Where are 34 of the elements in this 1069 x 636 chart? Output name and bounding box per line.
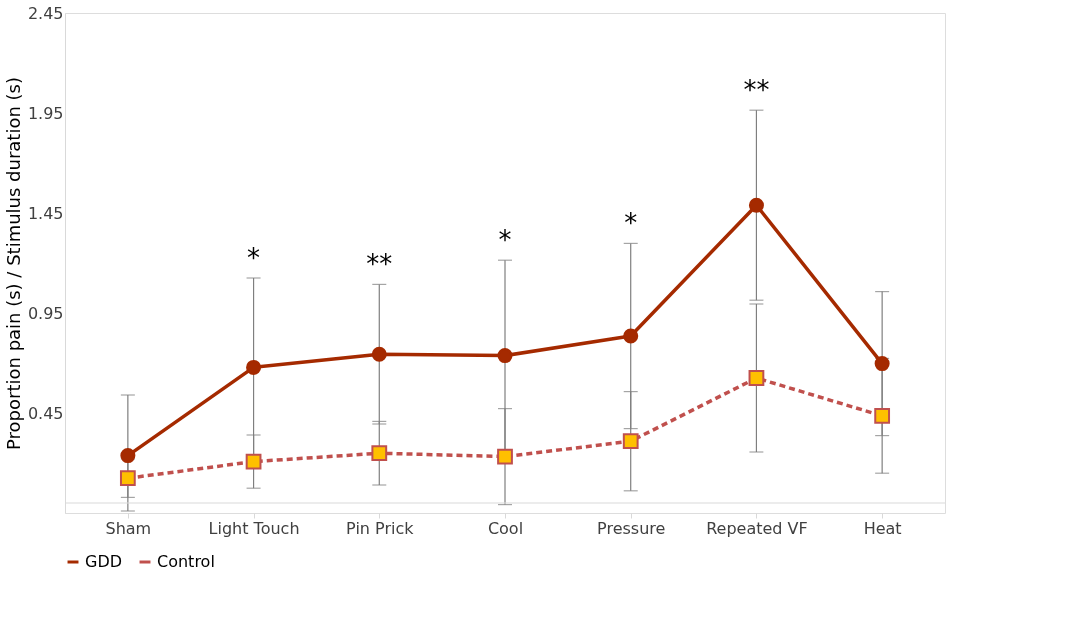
y-tick-label: 1.95 xyxy=(27,103,64,123)
y-tick-label: 0.95 xyxy=(27,303,64,323)
annotation: * xyxy=(498,225,512,256)
y-tick-label: 0.45 xyxy=(27,403,64,423)
point xyxy=(371,445,388,462)
legend-label: Control xyxy=(157,552,215,571)
x-tick-label: Light Touch xyxy=(208,518,300,538)
x-tick-label: Pressure xyxy=(597,518,666,538)
x-tick-label: Heat xyxy=(863,518,902,538)
point xyxy=(497,348,513,364)
annotation: * xyxy=(247,243,261,273)
y-axis-title: Proportion pain (s) / Stimulus duration (s) xyxy=(2,77,24,450)
point xyxy=(623,328,639,344)
point xyxy=(120,448,136,464)
x-tick-label: Pin Prick xyxy=(346,518,415,538)
annotation: * xyxy=(624,208,638,239)
point xyxy=(874,407,891,424)
point xyxy=(245,453,262,470)
y-tick-label: 2.45 xyxy=(27,3,64,23)
x-tick-label: Sham xyxy=(105,518,152,538)
point xyxy=(497,448,513,465)
point xyxy=(748,370,765,386)
x-tick-label: Repeated VF xyxy=(706,518,808,538)
point xyxy=(748,197,764,213)
y-tick-label: 1.45 xyxy=(27,203,64,223)
point xyxy=(246,359,262,375)
x-tick-label: Cool xyxy=(487,518,524,538)
point xyxy=(622,433,639,450)
point xyxy=(874,356,890,372)
annotation: ** xyxy=(743,75,770,106)
legend-label: GDD xyxy=(85,552,123,571)
annotation: ** xyxy=(366,249,393,280)
point xyxy=(371,346,387,362)
point xyxy=(119,470,136,487)
